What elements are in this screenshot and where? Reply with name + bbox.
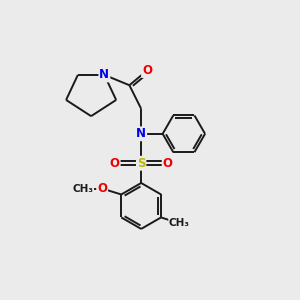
Text: CH₃: CH₃	[169, 218, 190, 228]
Text: O: O	[163, 157, 173, 170]
Text: CH₃: CH₃	[73, 184, 94, 194]
Text: N: N	[99, 68, 110, 81]
Text: O: O	[142, 64, 152, 77]
Text: N: N	[136, 127, 146, 140]
Text: O: O	[97, 182, 107, 195]
Text: O: O	[110, 157, 120, 170]
Text: S: S	[137, 157, 146, 170]
